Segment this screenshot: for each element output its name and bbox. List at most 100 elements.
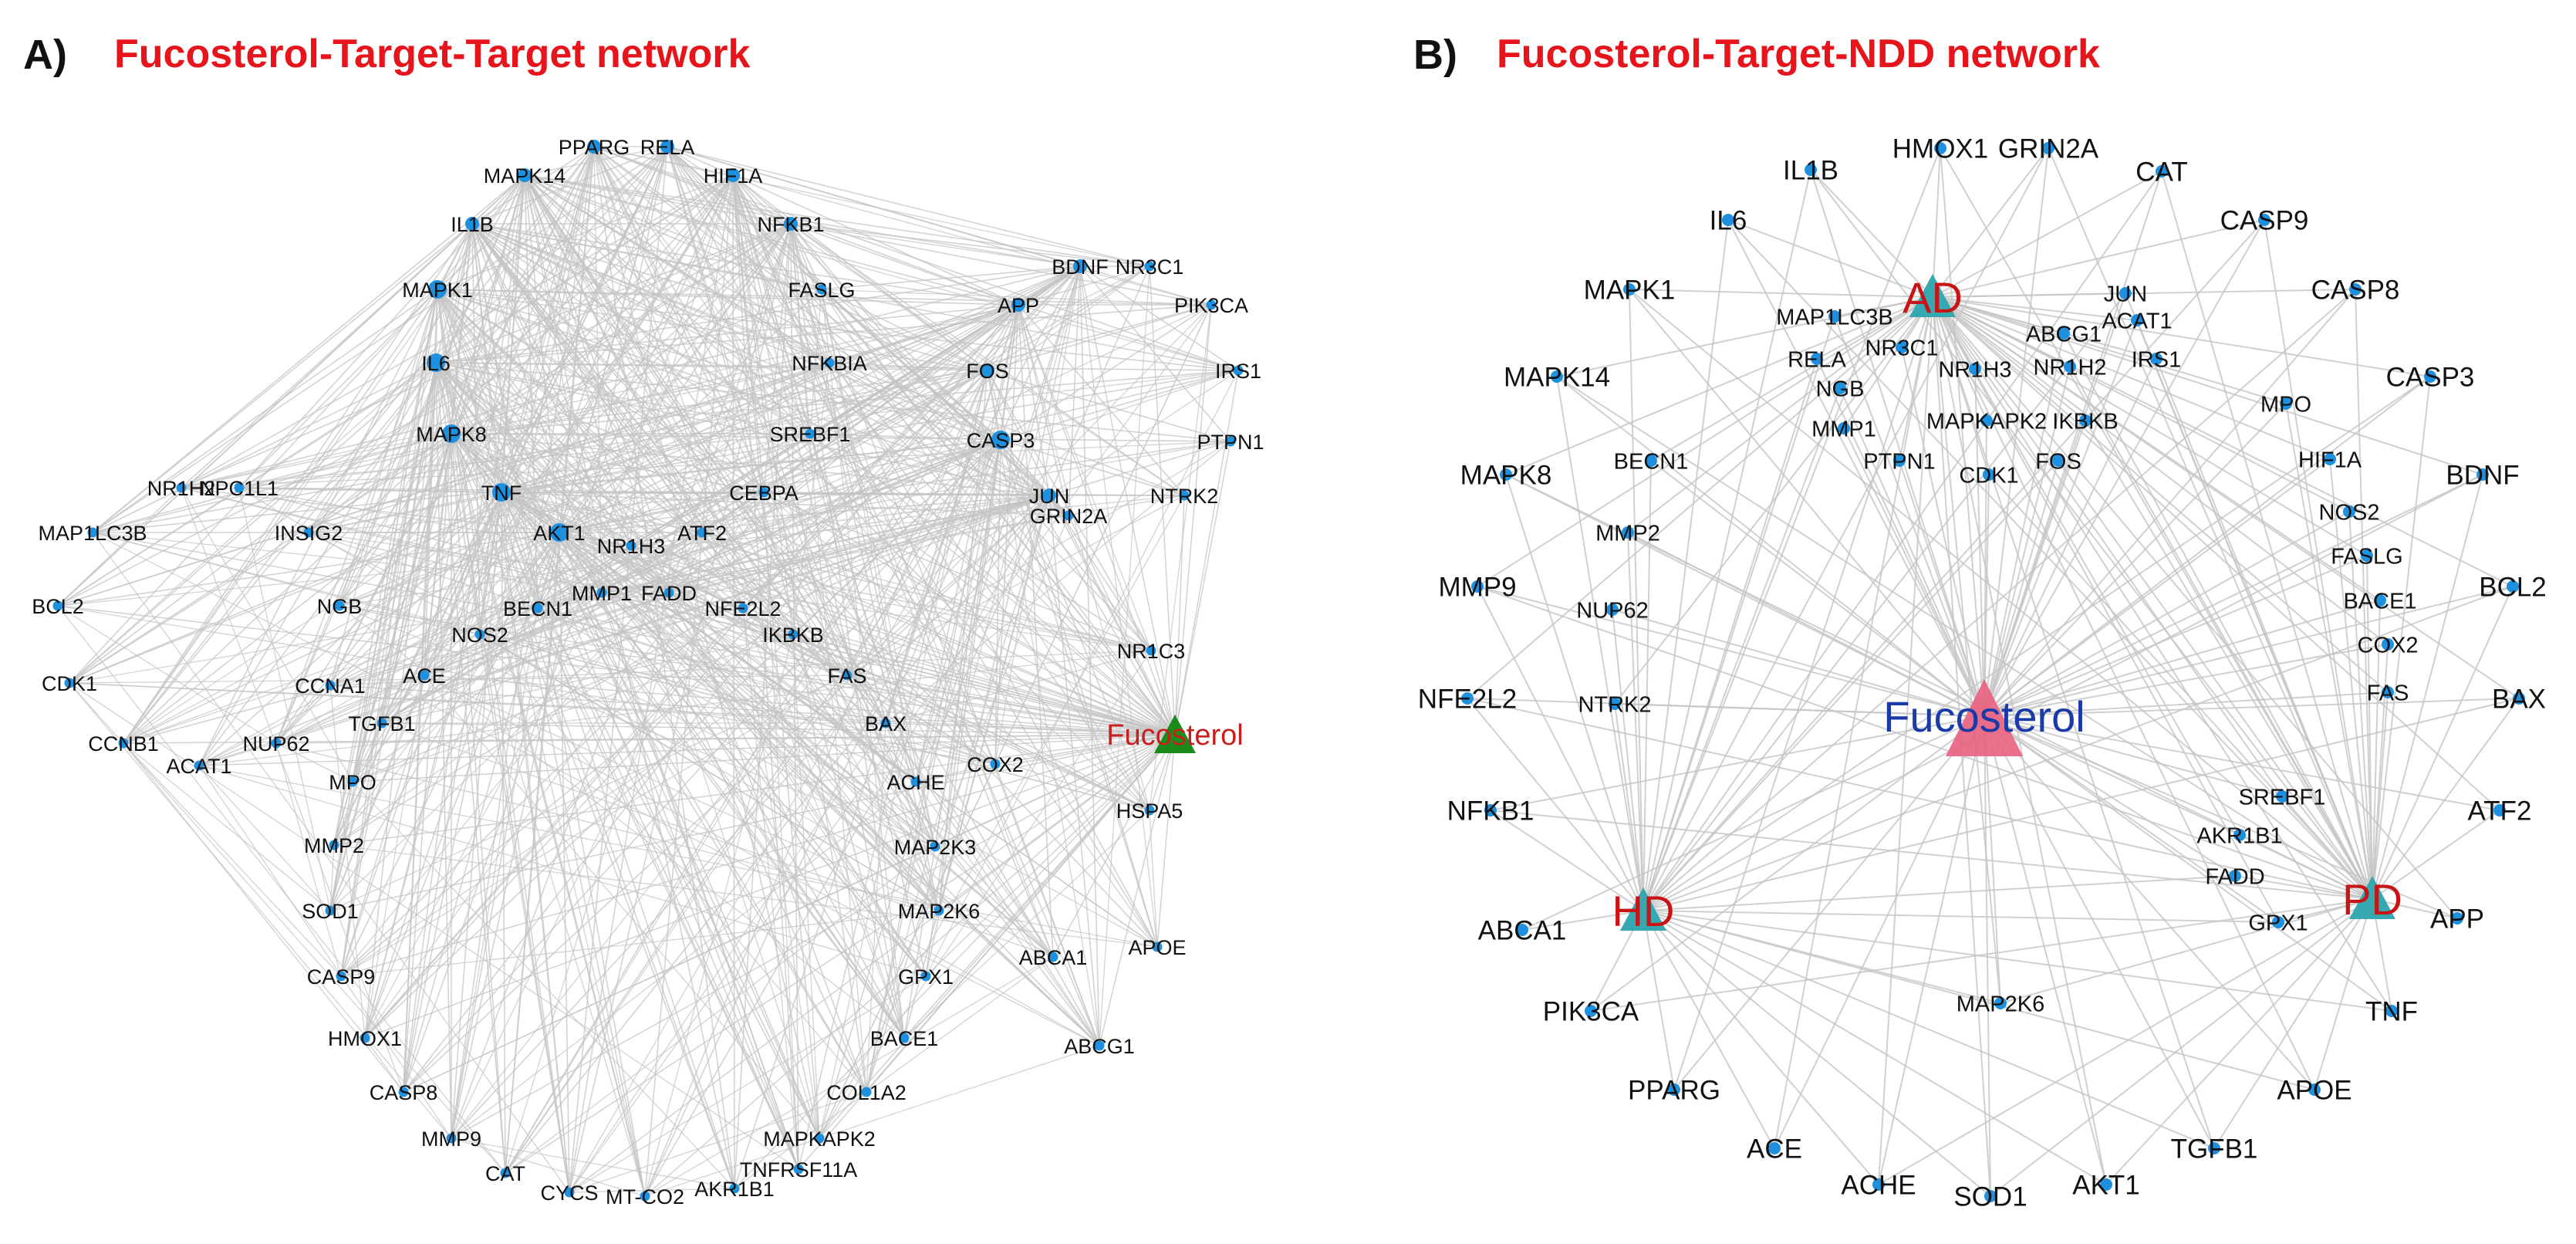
node-mpo (2280, 397, 2292, 410)
edge (92, 370, 988, 533)
node-ngb (1834, 382, 1846, 394)
label-a-fadd: FADD (641, 582, 697, 605)
label-a-pik3ca: PIK3CA (1174, 294, 1248, 317)
edge (340, 532, 703, 977)
edge-fucosterol (1983, 715, 2240, 836)
panel-b-title: Fucosterol-Target-NDD network (1497, 32, 2100, 76)
edge-fucosterol (1727, 219, 1985, 717)
label-a-ache: ACHE (886, 771, 944, 794)
edge-hd (1642, 910, 2107, 1185)
edge-ad (1932, 296, 2389, 693)
edge-pd (2329, 458, 2373, 900)
edge (925, 370, 1239, 977)
label-b-casp8: CASP8 (2311, 276, 2400, 306)
disease-node-pd (2349, 876, 2395, 919)
label-b-mapkapk2: MAPKAPK2 (1926, 409, 2047, 434)
edge (381, 495, 1050, 724)
edge-fucosterol (1000, 439, 1176, 735)
edge-pd (2069, 366, 2373, 900)
node-ikbkb (788, 629, 798, 640)
edge-ad (1467, 296, 1933, 699)
label-b-cox2: COX2 (2358, 633, 2419, 657)
edge-fucosterol (1974, 368, 1985, 717)
node-rela (1811, 353, 1823, 365)
edge-ad (1878, 296, 1933, 1185)
edge (451, 433, 646, 1197)
edge (308, 532, 936, 847)
edge-pd (2264, 219, 2373, 900)
edge (339, 433, 811, 607)
label-a-abca1: ABCA1 (1019, 946, 1088, 969)
edge-fucosterol (1983, 333, 2065, 717)
node-nup62 (1606, 603, 1619, 616)
edge (601, 265, 1081, 593)
label-b-nos2: NOS2 (2319, 500, 2380, 525)
node-bcl2 (52, 600, 63, 611)
edge-ad (1932, 296, 2315, 1090)
node-tnfrsf11a (793, 1164, 804, 1175)
node-casp8 (398, 1087, 409, 1097)
edge-pd (1505, 474, 2373, 900)
node-mapk1 (1623, 283, 1636, 296)
edge (734, 956, 1054, 1189)
edge-fucosterol (471, 223, 1176, 735)
edge-hd (1612, 609, 1644, 911)
node-abca1 (1516, 924, 1528, 936)
node-mapkapk2 (814, 1133, 825, 1144)
node-casp3 (2424, 370, 2436, 383)
edge (644, 956, 1054, 1197)
edge (846, 304, 1212, 676)
edge-fucosterol (1983, 715, 2107, 1185)
edge (435, 362, 452, 1139)
edge-fucosterol (1079, 265, 1176, 735)
node-faslg (2361, 549, 2373, 562)
edge (1079, 265, 1158, 948)
edge-pd (2136, 319, 2373, 900)
edges-b (1467, 147, 2520, 1197)
node-cycs (564, 1187, 575, 1198)
disease-node-hd (1620, 887, 1666, 931)
edge (198, 545, 632, 766)
edge-pd (1556, 376, 2373, 900)
node-abcg1 (1094, 1040, 1105, 1051)
edge-hd (1642, 910, 1775, 1149)
edge-fucosterol (1983, 715, 2215, 1149)
edge-pd (2355, 289, 2373, 900)
edge (790, 223, 1081, 267)
edge (667, 146, 830, 363)
edge-fucosterol (630, 545, 1176, 735)
edge (424, 674, 1100, 1046)
label-a-mapk1: MAPK1 (402, 279, 473, 302)
node-nfe2l2 (738, 603, 748, 614)
edge (435, 362, 506, 1174)
edge (181, 223, 792, 488)
edge (339, 433, 452, 607)
edge (471, 223, 538, 609)
node-akr1b1 (2233, 829, 2246, 841)
label-a-col1a2: COL1A2 (826, 1081, 906, 1104)
edge-fucosterol (198, 734, 1176, 766)
node-map2k6 (1994, 997, 2007, 1009)
nodes-b (1461, 142, 2525, 1202)
edge (364, 146, 668, 1039)
edge-ad (1843, 296, 1933, 429)
edge-fucosterol (1490, 715, 1985, 811)
edge-hd (1642, 910, 2215, 1149)
node-nr3c1 (1144, 261, 1155, 272)
edge-hd (1642, 376, 2431, 911)
node-rela (660, 140, 674, 154)
edge (69, 682, 452, 1139)
edge-ad (1834, 296, 1933, 317)
edge (732, 174, 867, 1093)
label-b-app: APP (2430, 904, 2484, 935)
edge (403, 174, 525, 1093)
node-il6 (427, 353, 445, 372)
edge (569, 146, 668, 1193)
node-mapk14 (1551, 370, 1563, 383)
edge (308, 433, 811, 533)
node-mmp2 (329, 840, 339, 850)
edge (593, 146, 735, 1189)
edge (915, 781, 1100, 1046)
edge (987, 304, 1212, 371)
node-nr1h2 (2064, 360, 2076, 373)
